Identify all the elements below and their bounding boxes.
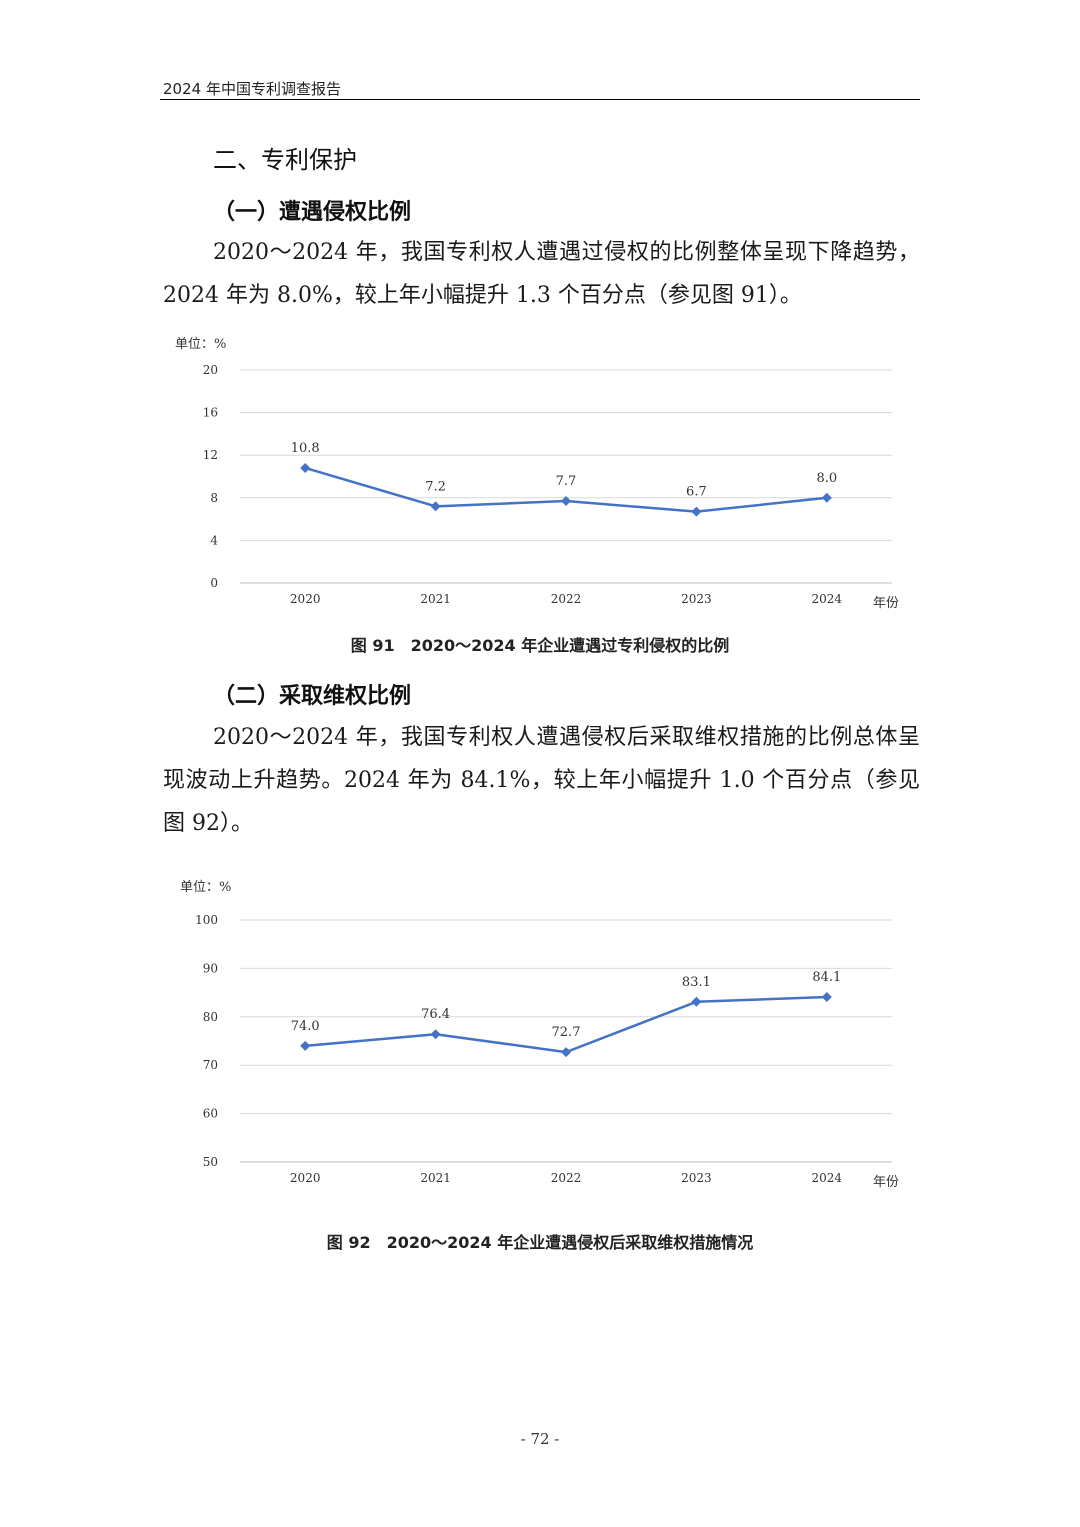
page-number: - 72 - xyxy=(520,1430,560,1448)
chart-92-x-tick-label: 2024 xyxy=(812,1171,843,1185)
chart-92-x-tick-label: 2021 xyxy=(420,1171,451,1185)
chart-92-caption: 图 92 2020～2024 年企业遭遇侵权后采取维权措施情况 xyxy=(326,1233,754,1252)
chart-92-data-label: 76.4 xyxy=(421,1007,450,1022)
chart-92-data-point xyxy=(430,1029,441,1040)
chart-91-data-label: 7.7 xyxy=(556,474,577,489)
chart-91-data-label: 7.2 xyxy=(425,479,446,494)
chart-91: 单位：% 0 4 8 12 16 20 2020 2021 2022 2023 2024 年份 10.8 7… xyxy=(160,330,920,615)
chart-91-data-point xyxy=(430,501,441,512)
chart-91-x-tick-label: 2021 xyxy=(420,592,451,606)
chart-92-y-tick-label: 90 xyxy=(203,961,218,975)
chart-92-x-tick-label: 2023 xyxy=(681,1171,712,1185)
chart-91-data-label: 6.7 xyxy=(686,485,707,500)
chart-92-y-tick-label: 100 xyxy=(195,913,218,927)
subsection-title-infringement-rate: （一）遭遇侵权比例 xyxy=(213,199,412,225)
chart-92-data-point xyxy=(300,1040,311,1051)
chart-92-data-point xyxy=(691,996,702,1007)
chart-92-data-label: 74.0 xyxy=(291,1019,320,1034)
chart-92-y-tick-label: 70 xyxy=(203,1058,218,1072)
chart-92-data-label: 84.1 xyxy=(812,970,841,985)
chart-91-caption: 图 91 2020～2024 年企业遭遇过专利侵权的比例 xyxy=(350,636,730,655)
chart-91-x-tick-label: 2020 xyxy=(290,592,321,606)
chart-92: 单位：% 50 60 70 80 90 100 2020 2021 2022 2023 2024 年份 7… xyxy=(160,872,920,1197)
chart-91-data-point xyxy=(561,495,571,506)
chart-92-data-point xyxy=(561,1047,571,1058)
chart-91-y-tick-label: 20 xyxy=(203,363,218,377)
chart-91-data-point xyxy=(300,462,311,473)
chart-91-y-tick-label: 12 xyxy=(203,448,218,462)
chart-92-data-label: 72.7 xyxy=(552,1025,581,1040)
chart-92-y-tick-label: 60 xyxy=(203,1107,218,1121)
chart-91-data-point xyxy=(821,492,832,503)
chart-91-x-tick-label: 2024 xyxy=(812,592,843,606)
subsection-title-enforcement-rate: （二）采取维权比例 xyxy=(213,683,412,709)
paragraph-infringement-rate: 2020～2024 年，我国专利权人遭遇过侵权的比例整体呈现下降趋势，2024 … xyxy=(163,240,920,308)
running-header: 2024 年中国专利调查报告 xyxy=(163,80,341,98)
chart-92-y-tick-label: 50 xyxy=(203,1155,218,1169)
chart-92-data-point xyxy=(821,991,832,1002)
header-rule xyxy=(160,99,920,100)
chart-92-y-tick-label: 80 xyxy=(203,1010,218,1024)
chart-91-data-point xyxy=(691,506,702,517)
chart-91-data-label: 8.0 xyxy=(816,471,837,486)
chart-92-svg: 单位：% 50 60 70 80 90 100 2020 2021 2022 2023 2024 年份 7… xyxy=(180,880,899,1190)
section-title: 二、专利保护 xyxy=(213,146,357,174)
chart-92-unit-label: 单位：% xyxy=(180,880,231,895)
chart-91-data-label: 10.8 xyxy=(291,441,320,456)
chart-91-y-tick-label: 8 xyxy=(210,491,218,505)
chart-92-x-tick-label: 2020 xyxy=(290,1171,321,1185)
chart-91-y-tick-label: 16 xyxy=(203,406,218,420)
chart-91-unit-label: 单位：% xyxy=(175,337,226,352)
chart-91-y-tick-label: 4 xyxy=(210,533,218,547)
chart-91-x-axis-name: 年份 xyxy=(873,596,899,611)
chart-92-x-tick-label: 2022 xyxy=(551,1171,582,1185)
chart-91-x-tick-label: 2022 xyxy=(551,592,582,606)
chart-92-data-label: 83.1 xyxy=(682,975,711,990)
chart-91-y-tick-label: 0 xyxy=(210,576,218,590)
paragraph-enforcement-rate: 2020～2024 年，我国专利权人遭遇侵权后采取维权措施的比例总体呈现波动上升… xyxy=(163,725,920,836)
chart-92-x-axis-name: 年份 xyxy=(873,1175,899,1190)
chart-91-x-tick-label: 2023 xyxy=(681,592,712,606)
